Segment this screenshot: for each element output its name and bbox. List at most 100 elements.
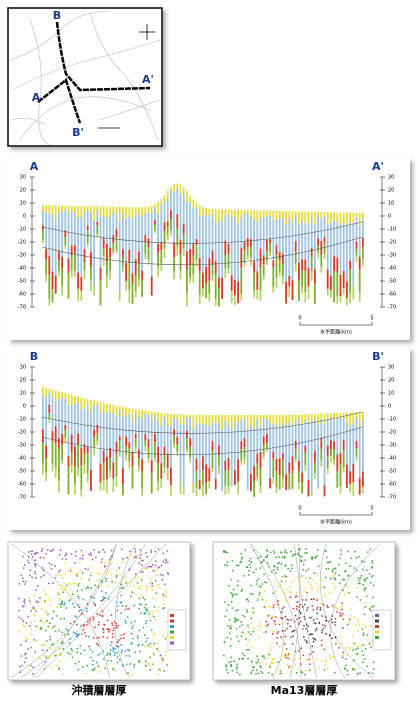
borehole-segment xyxy=(70,245,73,256)
map-dot xyxy=(103,623,105,626)
borehole-segment xyxy=(51,431,54,442)
map-dot xyxy=(144,660,147,663)
map-dot xyxy=(260,561,262,564)
borehole-segment xyxy=(109,470,111,478)
borehole-segment xyxy=(147,259,150,266)
map-dot xyxy=(232,569,234,572)
borehole-segment xyxy=(314,462,316,473)
map-dot xyxy=(253,612,255,615)
borehole-segment xyxy=(163,248,166,259)
map-dot xyxy=(107,570,109,572)
map-dot xyxy=(164,654,167,656)
map-dot xyxy=(277,600,279,602)
map-dot xyxy=(22,623,24,625)
map-dot xyxy=(224,551,227,553)
map-dot xyxy=(346,673,349,676)
map-dot xyxy=(59,603,61,606)
map-dot xyxy=(328,654,331,656)
map-dot xyxy=(35,625,38,628)
borehole-segment xyxy=(160,250,163,264)
borehole-segment xyxy=(48,419,51,423)
map-dot xyxy=(39,627,42,629)
map-dot xyxy=(41,626,43,629)
map-dot xyxy=(122,665,125,667)
map-dot xyxy=(240,558,243,560)
borehole-segment xyxy=(112,212,115,236)
map-dot xyxy=(154,569,157,572)
borehole-segment xyxy=(166,424,169,454)
borehole-segment xyxy=(67,467,70,495)
borehole-segment xyxy=(128,408,131,414)
map-dot xyxy=(294,553,297,556)
map-dot xyxy=(280,636,282,638)
scale-tick-label: 0 xyxy=(298,506,301,512)
map-dot xyxy=(122,557,124,560)
borehole-segment xyxy=(154,220,156,225)
map-dot xyxy=(77,633,80,636)
map-dot xyxy=(76,623,78,626)
map-dot xyxy=(47,613,49,616)
map-dot xyxy=(318,621,321,624)
borehole-segment xyxy=(128,216,131,250)
borehole-segment xyxy=(54,426,57,444)
map-dot xyxy=(365,569,368,572)
borehole-segment xyxy=(109,270,111,280)
borehole-segment xyxy=(86,473,89,483)
map-dot xyxy=(29,569,32,571)
map-dot xyxy=(277,630,280,633)
map-dot xyxy=(257,661,259,663)
borehole-segment xyxy=(93,286,95,296)
map-dot xyxy=(281,617,284,620)
borehole-segment xyxy=(70,405,73,435)
borehole-segment xyxy=(42,205,44,211)
map-dot xyxy=(255,583,258,585)
map-dot xyxy=(108,559,111,562)
borehole-segment xyxy=(182,487,185,495)
map-dot xyxy=(271,673,273,676)
map-dot xyxy=(49,639,52,641)
map-dot xyxy=(224,564,226,566)
map-dot xyxy=(112,629,115,632)
map-dot xyxy=(321,615,323,617)
map-dot xyxy=(36,585,39,587)
map-dot xyxy=(24,652,27,655)
map-dot xyxy=(345,647,347,649)
map-dot xyxy=(306,552,308,554)
borehole-segment xyxy=(141,216,143,271)
map-dot xyxy=(167,561,169,564)
borehole-segment xyxy=(218,220,220,278)
borehole-segment xyxy=(333,419,335,442)
map-dot xyxy=(98,551,101,553)
map-dot xyxy=(265,549,268,551)
map-dot xyxy=(79,561,81,564)
borehole-segment xyxy=(45,259,47,275)
map-dot xyxy=(96,613,99,615)
borehole-segment xyxy=(102,479,105,491)
map-dot xyxy=(354,643,357,645)
borehole-segment xyxy=(80,205,83,217)
borehole-segment xyxy=(211,250,214,265)
borehole-segment xyxy=(160,241,163,251)
map-dot xyxy=(91,650,94,653)
map-dot xyxy=(276,632,279,634)
map-dot xyxy=(351,635,354,637)
borehole-segment xyxy=(61,256,63,269)
scale-label: 水平距離(km) xyxy=(320,519,352,526)
borehole-segment xyxy=(115,476,118,487)
borehole-segment xyxy=(54,205,57,219)
borehole-segment xyxy=(301,472,303,483)
borehole-segment xyxy=(134,207,137,216)
map-dot xyxy=(274,623,277,625)
borehole-segment xyxy=(134,215,137,260)
borehole-segment xyxy=(186,201,188,252)
map-dot xyxy=(320,659,323,662)
map-dot xyxy=(119,573,121,576)
borehole-segment xyxy=(160,463,163,479)
map-dot xyxy=(304,639,306,641)
map-dot xyxy=(267,615,269,617)
map-dot xyxy=(92,663,94,666)
borehole-segment xyxy=(202,207,204,217)
borehole-segment xyxy=(240,419,243,442)
map-dot xyxy=(372,596,374,599)
borehole-segment xyxy=(150,205,153,214)
